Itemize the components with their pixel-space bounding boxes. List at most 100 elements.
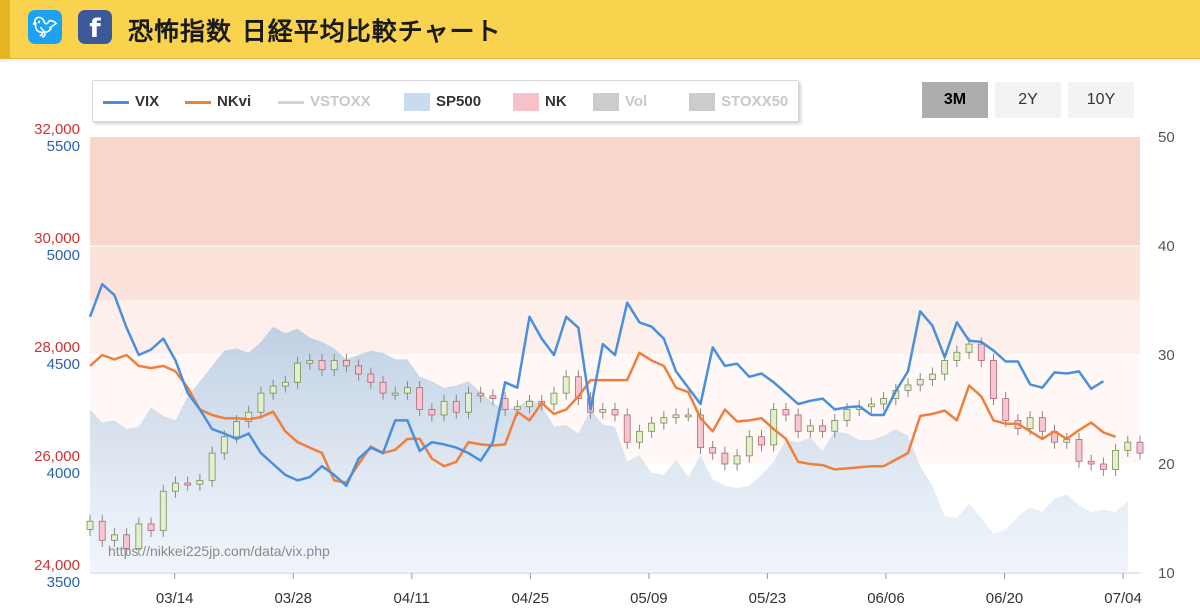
nk-axis-label: 28,000 (34, 339, 80, 356)
nk-candle (220, 430, 228, 460)
nk-candle (342, 353, 350, 373)
legend-swatch (404, 93, 430, 111)
candle-body (611, 409, 619, 416)
range-10y-button[interactable]: 10Y (1068, 82, 1134, 118)
volatility-axis-label: 30 (1158, 347, 1175, 364)
candle-body (636, 430, 643, 443)
x-tick-label: 06/20 (986, 590, 1024, 607)
vix-line (88, 282, 1105, 488)
candle-body (318, 360, 326, 371)
legend-label: NKvi (217, 93, 252, 110)
nk-candle (831, 413, 839, 438)
page-title: 恐怖指数 日経平均比較チャート (128, 17, 502, 46)
candle-body (941, 360, 949, 375)
x-tick-label: 03/28 (274, 590, 312, 607)
nk-candle (147, 517, 155, 538)
nk-candle (880, 392, 888, 411)
legend-swatch (278, 101, 304, 104)
nk-candle (489, 389, 497, 406)
nk-candle (391, 386, 399, 400)
candle-body (1112, 449, 1119, 470)
candle-body (184, 482, 192, 486)
legend-swatch (185, 101, 211, 104)
nk-candle (501, 392, 509, 417)
candle-body (733, 455, 741, 465)
candle-body (709, 447, 717, 454)
nk-candle (281, 375, 289, 393)
candle-body (916, 379, 924, 386)
candle-body (135, 523, 143, 549)
candle-body (782, 409, 790, 416)
page-header: 🐦︎ f 恐怖指数 日経平均比較チャート (0, 0, 1200, 59)
range-2y-button[interactable]: 2Y (995, 82, 1061, 118)
nk-candle (599, 402, 607, 419)
volatility-axis-label: 20 (1158, 456, 1175, 473)
nk-candle (355, 359, 363, 381)
candle-body (843, 409, 851, 421)
volatility-lines (88, 282, 1117, 488)
twitter-share-button[interactable]: 🐦︎ (28, 10, 62, 44)
candle-body (220, 436, 228, 454)
nk-candle (135, 517, 143, 556)
legend-swatch (593, 93, 619, 111)
candle-body (1026, 417, 1034, 429)
nk-axis-label: 30,000 (34, 230, 80, 247)
sp500-axis-label: 3500 (47, 574, 80, 591)
candle-body (147, 523, 155, 531)
candle-body (904, 384, 912, 391)
volatility-axis-label: 40 (1158, 238, 1175, 255)
candle-body (465, 392, 472, 413)
nk-candle (196, 473, 204, 491)
x-tick-label: 04/11 (394, 590, 430, 607)
nk-candle (562, 370, 570, 400)
nk-candle (465, 386, 472, 419)
candle-body (697, 414, 704, 449)
candle-body (965, 343, 973, 353)
nk-candle (574, 370, 582, 406)
nk-candle (623, 408, 631, 449)
x-tick-label: 06/06 (867, 590, 905, 607)
candle-body (440, 400, 448, 416)
candle-body (1136, 441, 1144, 454)
candle-body (404, 387, 411, 394)
nk-candle (990, 353, 997, 406)
candle-body (379, 381, 387, 394)
x-tick-label: 04/25 (512, 590, 550, 607)
nk-candle (294, 356, 301, 389)
facebook-share-button[interactable]: f (78, 10, 112, 44)
candle-body (330, 360, 338, 371)
candle-body (208, 452, 216, 481)
nk-candle (929, 367, 936, 387)
nk-candle (172, 476, 179, 498)
candle-body (953, 351, 961, 361)
candle-body (550, 392, 558, 405)
nk-candle (452, 394, 460, 419)
twitter-bird-icon: 🐦︎ (32, 15, 58, 39)
nk-candle (782, 402, 790, 422)
nk-candle (477, 386, 485, 403)
volatility-axis-label: 10 (1158, 565, 1175, 582)
nk-candle (526, 394, 533, 414)
candle-body (929, 373, 936, 380)
candle-body (416, 387, 424, 410)
candle-body (489, 395, 497, 399)
nk-candle (111, 528, 118, 547)
candle-body (758, 436, 765, 446)
nk-candle (159, 484, 167, 538)
candle-body (172, 482, 179, 492)
candle-body (660, 417, 668, 424)
candle-body (245, 411, 253, 422)
candle-body (233, 421, 240, 438)
nk-candle (1124, 435, 1132, 457)
sp500-area-fill (90, 326, 1128, 573)
nk-candle (123, 528, 131, 556)
candle-body (574, 376, 582, 399)
range-3m-button[interactable]: 3M (922, 82, 988, 118)
candle-body (977, 343, 985, 361)
x-tick-label: 05/09 (630, 590, 668, 607)
candle-body (428, 409, 436, 416)
sp500-axis-label: 4000 (47, 465, 80, 482)
candle-body (623, 414, 631, 443)
nk-candle (404, 381, 411, 400)
nk-candle (916, 372, 924, 392)
